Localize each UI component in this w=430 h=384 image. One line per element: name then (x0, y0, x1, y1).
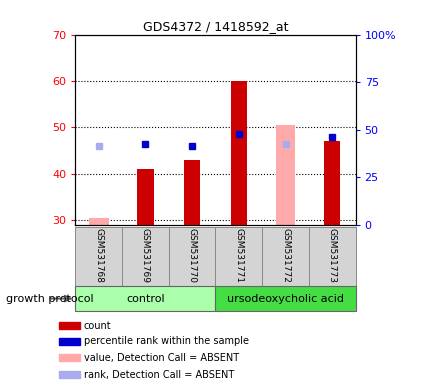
FancyBboxPatch shape (75, 227, 122, 286)
Text: GSM531768: GSM531768 (94, 228, 103, 283)
Text: GSM531771: GSM531771 (234, 228, 243, 283)
Text: GSM531769: GSM531769 (141, 228, 150, 283)
Text: GSM531772: GSM531772 (280, 228, 289, 283)
FancyBboxPatch shape (308, 227, 355, 286)
Text: GSM531773: GSM531773 (327, 228, 336, 283)
Bar (89, 218, 108, 225)
Bar (58, 338, 80, 345)
Bar (58, 322, 80, 329)
FancyBboxPatch shape (261, 227, 308, 286)
Bar (275, 125, 295, 225)
FancyBboxPatch shape (75, 286, 215, 311)
FancyBboxPatch shape (215, 227, 261, 286)
Text: growth protocol: growth protocol (6, 294, 94, 304)
Text: percentile rank within the sample: percentile rank within the sample (83, 336, 248, 346)
Bar (323, 141, 340, 225)
Text: count: count (83, 321, 111, 331)
Text: GSM531770: GSM531770 (187, 228, 196, 283)
Bar (230, 81, 246, 225)
FancyBboxPatch shape (122, 227, 169, 286)
Text: value, Detection Call = ABSENT: value, Detection Call = ABSENT (83, 353, 238, 363)
Bar (58, 371, 80, 378)
FancyBboxPatch shape (169, 227, 215, 286)
Text: rank, Detection Call = ABSENT: rank, Detection Call = ABSENT (83, 370, 233, 380)
Bar (137, 169, 153, 225)
Bar (58, 354, 80, 361)
Text: control: control (126, 293, 164, 304)
FancyBboxPatch shape (215, 286, 355, 311)
Title: GDS4372 / 1418592_at: GDS4372 / 1418592_at (142, 20, 288, 33)
Text: ursodeoxycholic acid: ursodeoxycholic acid (227, 293, 343, 304)
Bar (184, 160, 200, 225)
